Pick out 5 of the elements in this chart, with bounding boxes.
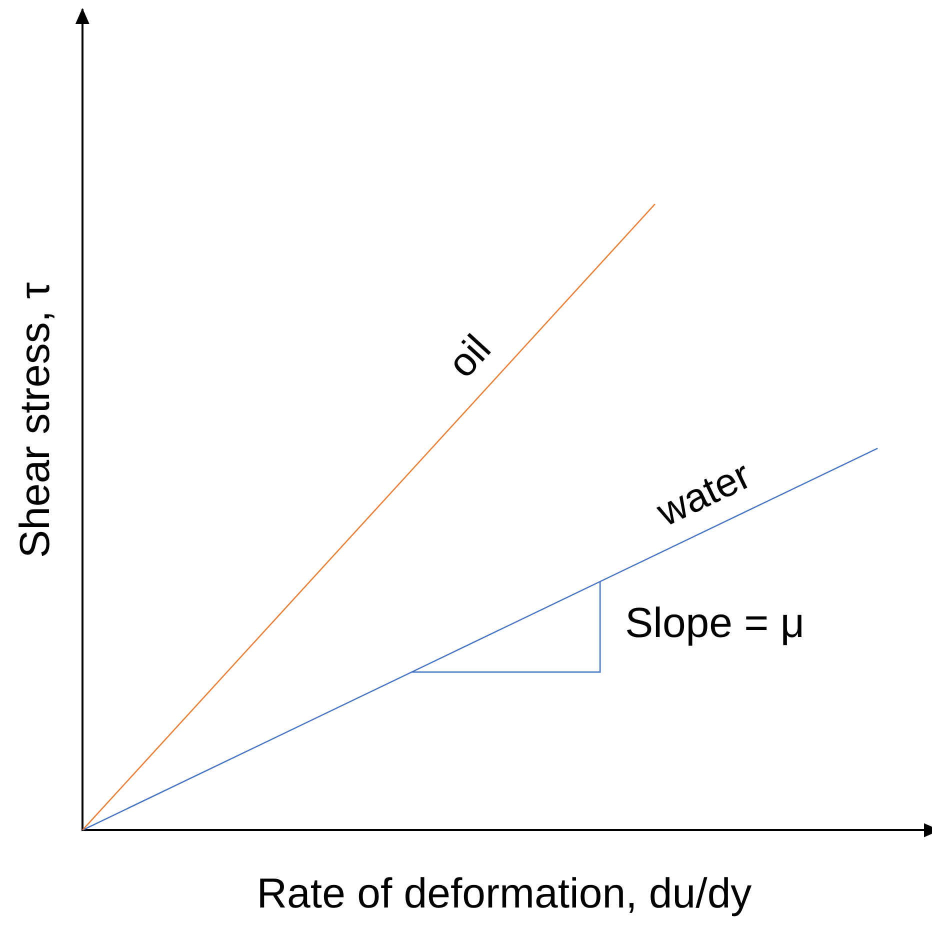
y-axis-title: Shear stress, τ	[10, 282, 58, 558]
text: oil	[440, 326, 500, 386]
annotation: Slope = μ	[625, 598, 805, 647]
x-axis-title: Rate of deformation, du/dy	[256, 869, 752, 916]
text: water	[649, 453, 758, 536]
